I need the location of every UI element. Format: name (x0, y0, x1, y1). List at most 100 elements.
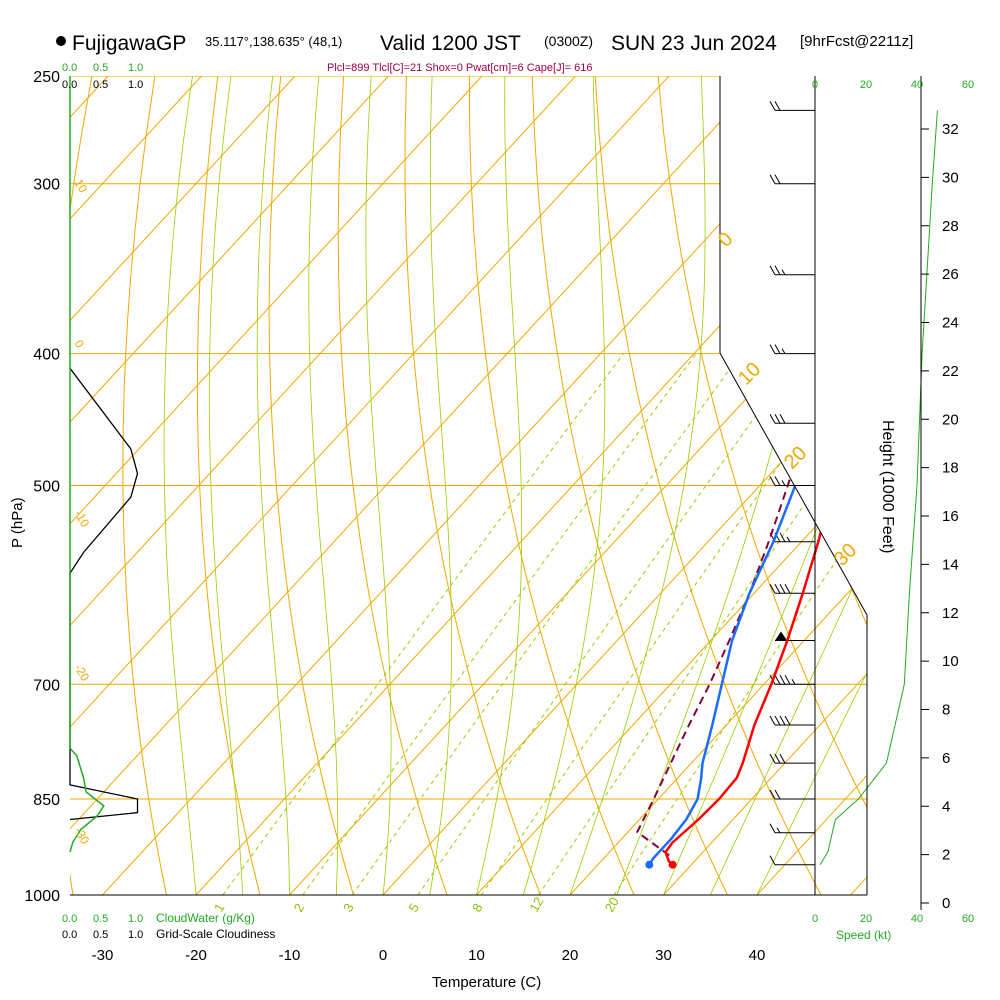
dry-adiabat-line (0, 76, 29, 895)
cloudwater-tick-top: 1.0 (128, 62, 143, 74)
temperature-tick-label: -20 (185, 947, 207, 964)
pressure-tick-label: 400 (33, 347, 60, 364)
moist-adiabat-line (308, 76, 339, 895)
cloudwater-line (69, 76, 105, 853)
wind-barb-full (784, 715, 791, 726)
isotherm-line (382, 76, 867, 895)
moist-adiabat-line (256, 76, 290, 895)
mixing-ratio-label: 8 (469, 901, 486, 915)
isotherm-line (289, 76, 867, 895)
height-tick-label: 14 (942, 556, 959, 573)
surface-temperature-marker (668, 860, 677, 869)
parcel-line (636, 110, 854, 857)
mixing-ratio-label: 20 (602, 894, 622, 914)
moist-adiabat-line (365, 76, 392, 895)
dry-adiabat-line (846, 76, 867, 895)
mixing-ratio-label: 5 (406, 901, 423, 915)
isotherm-line (0, 76, 14, 895)
wind-barb (769, 715, 815, 726)
moist-adiabat-line (208, 76, 244, 895)
moist-adiabat-line (429, 76, 453, 895)
forecast-info: [9hrFcst@2211z] (800, 33, 913, 50)
pressure-tick-label: 1000 (24, 888, 60, 905)
cloudwater-tick-top: 0.5 (93, 62, 108, 74)
temperature-tick-label: 30 (655, 947, 672, 964)
wind-barb-full (774, 265, 781, 276)
cloudiness-tick-top: 0.0 (62, 79, 77, 91)
isotherm-line (70, 76, 389, 895)
temperature-line (664, 110, 867, 866)
side-panels (69, 76, 938, 866)
dry-adiabat-line (337, 76, 448, 895)
dry-adiabat-line (657, 76, 867, 895)
wind-barb-full (774, 476, 781, 486)
cloudiness-tick-bottom: 0.0 (62, 929, 77, 941)
wind-barb (769, 823, 815, 834)
moist-adiabat-line (756, 76, 867, 895)
mixing-ratio-line (302, 353, 697, 895)
isotherm-line (569, 76, 867, 895)
speed-tick-top: 0 (812, 79, 818, 91)
wind-barb-half (786, 536, 791, 543)
isotherm-line (850, 76, 867, 895)
cloudiness-tick-top: 0.5 (93, 79, 108, 91)
wind-barb-half (781, 480, 786, 486)
height-tick-label: 8 (942, 702, 950, 719)
dry-adiabat-line (531, 76, 728, 895)
speed-axis-label: Speed (kt) (836, 928, 891, 942)
mixing-ratio-line (538, 353, 867, 895)
height-tick-label: 2 (942, 847, 950, 864)
wind-barb (769, 855, 815, 866)
isotherm-line (70, 76, 576, 895)
station-coords: 35.117°,138.635° (48,1) (205, 34, 342, 49)
isotherm-line (70, 76, 763, 895)
isotherm-label-right: 10 (734, 358, 765, 389)
speed-tick-bottom: 0 (812, 913, 818, 925)
wind-barb-full (774, 753, 781, 764)
mixing-ratio-line (417, 353, 801, 895)
mixing-ratio-line (222, 353, 624, 895)
speed-tick-bottom: 40 (911, 913, 923, 925)
temperature-tick-label: -30 (92, 947, 114, 964)
pressure-tick-label: 700 (33, 677, 60, 694)
wind-barb-full (774, 715, 781, 726)
wind-barb-full (779, 532, 786, 543)
wind-barb-full (769, 174, 776, 184)
chart-grid (0, 76, 867, 895)
moist-adiabat-line (522, 76, 606, 895)
pressure-tick-label: 850 (33, 792, 60, 809)
wind-barb-full (769, 753, 776, 764)
wind-barb (769, 265, 815, 276)
wind-barb-full (779, 753, 786, 764)
wind-barb-half (776, 827, 781, 834)
moist-adiabat-line (476, 76, 523, 895)
wind-barb-full (769, 715, 776, 726)
isotherm-label-left: -30 (71, 825, 92, 847)
mixing-ratio-line (480, 353, 858, 895)
isotherm-line (70, 76, 296, 895)
isotherm-label-right: 30 (830, 539, 861, 570)
cloudwater-label: CloudWater (g/Kg) (156, 911, 255, 925)
height-tick-label: 16 (942, 508, 959, 525)
cloudwater-tick-bottom: 1.0 (128, 913, 143, 925)
mixing-ratio-line (613, 353, 867, 895)
wind-barb-full (769, 476, 776, 486)
speed-tick-bottom: 20 (860, 913, 872, 925)
wind-barb-full (769, 789, 776, 800)
mixing-ratio-line (351, 353, 742, 895)
wind-speed-line (819, 110, 938, 865)
wind-barb-full (774, 789, 781, 800)
pressure-tick-label: 500 (33, 479, 60, 496)
height-tick-label: 32 (942, 121, 959, 138)
isotherm-label-right: 0 (714, 228, 737, 251)
cloudiness-tick-bottom: 1.0 (128, 929, 143, 941)
wind-barb-full (774, 414, 781, 424)
temperature-tick-label: 40 (749, 947, 766, 964)
wind-barb-full (779, 675, 786, 685)
wind-barb-full (769, 823, 776, 833)
speed-tick-top: 20 (860, 79, 872, 91)
moist-adiabat-line (163, 76, 197, 895)
wind-barb-full (774, 675, 781, 685)
zulu-time: (0300Z) (544, 33, 593, 49)
